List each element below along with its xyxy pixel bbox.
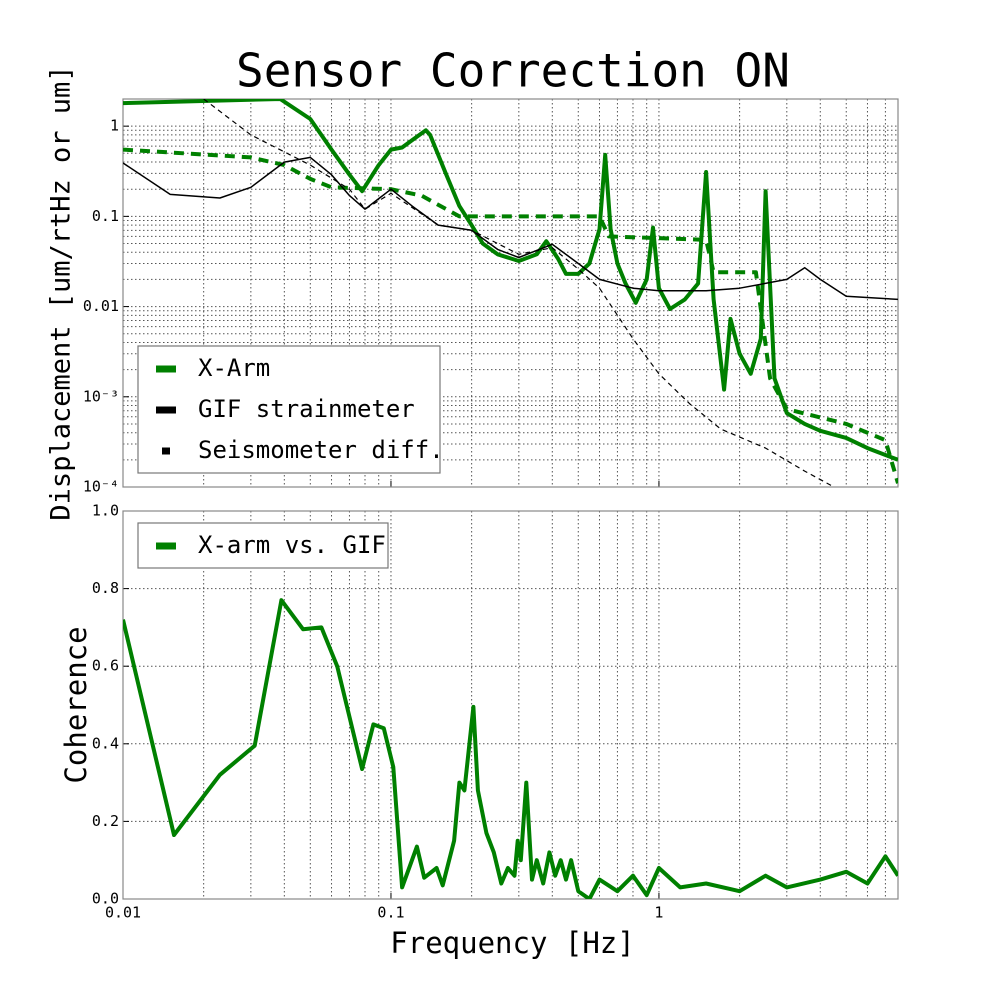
legend-box xyxy=(137,522,389,569)
x-axis-label: Frequency [Hz] xyxy=(390,926,634,960)
plot-area xyxy=(123,598,898,899)
series-line xyxy=(123,99,898,462)
series-line xyxy=(123,147,898,484)
y-tick-label: 0.8 xyxy=(92,579,119,597)
y-tick-label: 0.2 xyxy=(92,812,119,830)
legend-label: X-Arm xyxy=(198,354,270,382)
x-tick-label: 0.01 xyxy=(105,904,141,922)
axes-frame xyxy=(122,510,899,900)
axes-frame xyxy=(122,98,899,488)
chart-title: Sensor Correction ON xyxy=(236,44,790,98)
y-tick-label: 1.0 xyxy=(92,502,119,520)
y-tick-label: 0.0 xyxy=(92,890,119,908)
y-tick-label: 10⁻⁴ xyxy=(83,478,119,496)
y-tick-label: 10⁻³ xyxy=(83,387,119,405)
y-tick-label: 0.6 xyxy=(92,657,119,675)
legend-label: GIF strainmeter xyxy=(198,395,415,423)
x-tick-label: 1 xyxy=(654,904,663,922)
y-tick-label: 0.01 xyxy=(83,297,119,315)
y-tick-label: 0.1 xyxy=(92,207,119,225)
legend-label: X-arm vs. GIF xyxy=(198,531,386,559)
series-line xyxy=(123,598,898,899)
series-line xyxy=(203,99,835,487)
plot-area xyxy=(123,99,898,487)
y-tick-label: 1 xyxy=(110,117,119,135)
y-tick-label: 0.4 xyxy=(92,734,119,752)
legend-label: Seismometer diff. xyxy=(198,436,444,464)
legend-box xyxy=(137,345,441,474)
y-axis-label: Displacement [um/rtHz or um] xyxy=(46,65,77,520)
y-axis-label: Coherence xyxy=(59,626,93,783)
x-tick-label: 0.1 xyxy=(377,904,404,922)
series-line xyxy=(123,156,898,301)
